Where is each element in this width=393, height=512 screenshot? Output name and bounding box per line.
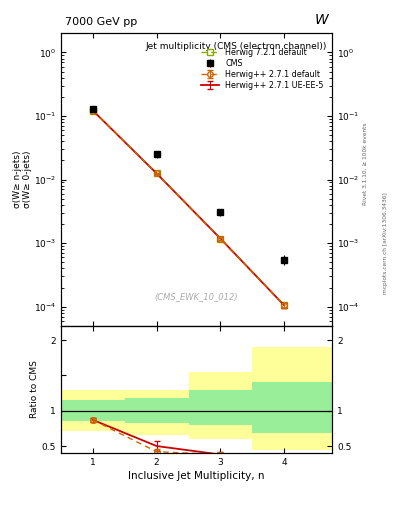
- Text: (CMS_EWK_10_012): (CMS_EWK_10_012): [155, 292, 238, 301]
- Text: Rivet 3.1.10, ≥ 100k events: Rivet 3.1.10, ≥ 100k events: [363, 122, 368, 205]
- Text: 7000 GeV pp: 7000 GeV pp: [65, 17, 137, 27]
- Bar: [189, 390, 252, 425]
- Bar: [125, 390, 189, 435]
- Line: Herwig 7.2.1 default: Herwig 7.2.1 default: [90, 108, 287, 308]
- Herwig 7.2.1 default: [154, 170, 159, 177]
- Bar: [189, 372, 252, 439]
- Bar: [252, 347, 332, 450]
- Bar: [252, 382, 332, 433]
- Text: Jet multiplicity (CMS (electron channel)): Jet multiplicity (CMS (electron channel)…: [145, 42, 327, 51]
- Bar: [61, 400, 125, 421]
- Bar: [61, 390, 125, 431]
- Herwig 7.2.1 default: [282, 302, 286, 308]
- X-axis label: Inclusive Jet Multiplicity, n: Inclusive Jet Multiplicity, n: [128, 471, 265, 481]
- Legend: Herwig 7.2.1 default, CMS, Herwig++ 2.7.1 default, Herwig++ 2.7.1 UE-EE-5: Herwig 7.2.1 default, CMS, Herwig++ 2.7.…: [200, 46, 325, 91]
- Text: W: W: [314, 13, 328, 27]
- Y-axis label: σ(W≥ n-jets)
σ(W≥ 0-jets): σ(W≥ n-jets) σ(W≥ 0-jets): [13, 151, 32, 208]
- Y-axis label: Ratio to CMS: Ratio to CMS: [30, 360, 39, 418]
- Herwig 7.2.1 default: [90, 108, 95, 114]
- Bar: [125, 398, 189, 423]
- Text: mcplots.cern.ch [arXiv:1306.3436]: mcplots.cern.ch [arXiv:1306.3436]: [383, 193, 387, 294]
- Herwig 7.2.1 default: [218, 236, 223, 242]
